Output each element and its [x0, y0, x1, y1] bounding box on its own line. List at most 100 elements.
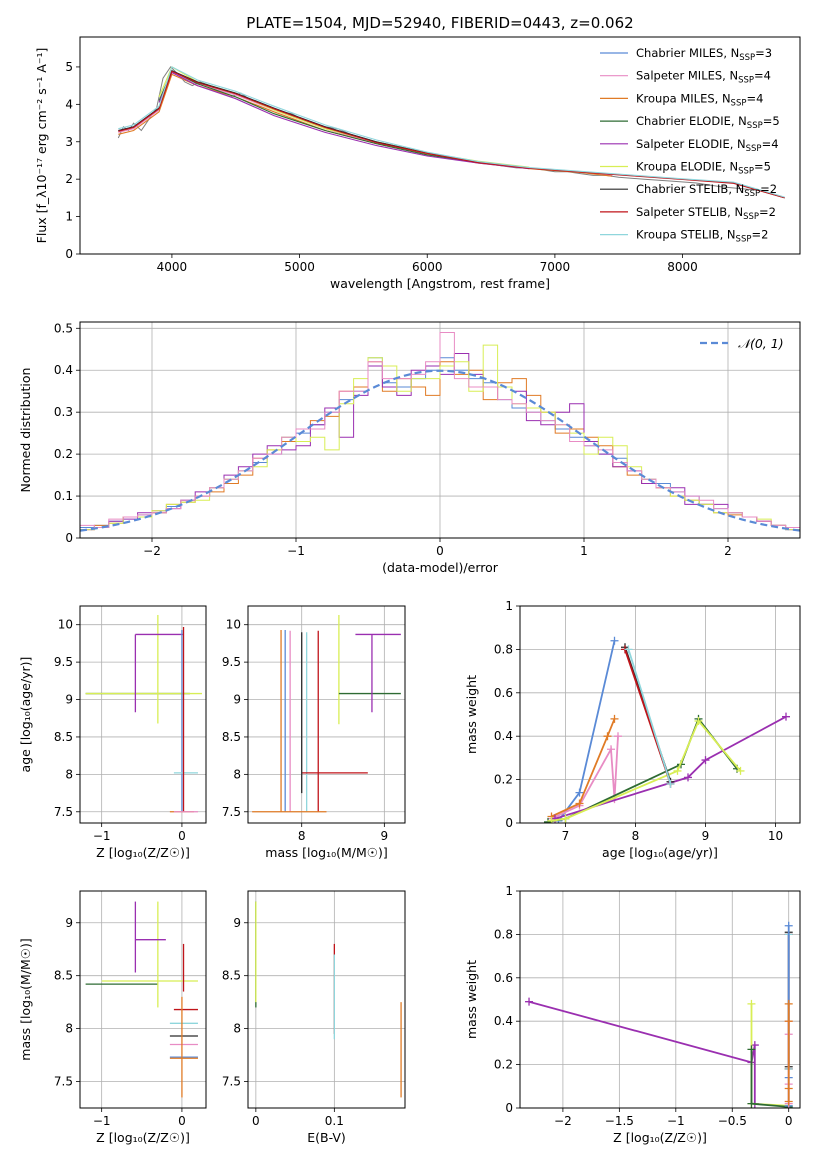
weight_vs_Z-plot-area	[525, 921, 793, 1108]
spectrum-frame	[79, 36, 801, 255]
age_vs_Z-ylabel: age [log₁₀(age/yr)]	[18, 657, 33, 773]
spectrum-ylabel: Flux [f_λ10⁻¹⁷ erg cm⁻² s⁻¹ A⁻¹]	[34, 48, 49, 244]
weight_vs_Z-ytick-label: 0	[505, 1101, 513, 1115]
legend-count: =4	[762, 137, 779, 151]
age_vs_Z-xlabel: Z [log₁₀(Z/Z☉)]	[96, 845, 190, 860]
legend-count: =4	[754, 69, 771, 83]
mass_vs_Z-plot-area	[85, 901, 198, 1098]
weight-marker	[603, 732, 612, 741]
spectrum-model-kroupa-elodie	[158, 66, 530, 168]
mass_vs_ebv-plot-area	[255, 901, 402, 1098]
spectrum-ytick-label: 0	[65, 247, 73, 261]
weight-marker	[747, 999, 756, 1008]
spectrum-model-chabrier-miles	[118, 69, 613, 176]
weight_vs_age-panel: 7 8 9 10 0 0.2 0.4 0.6 0.8 1 age [log₁₀(age/yr)] ma…	[464, 599, 801, 860]
spectrum-xtick-label: 6000	[412, 260, 443, 274]
residuals-xlabel: (data-model)/error	[382, 560, 499, 575]
residuals-ytick-label: 0.4	[54, 363, 73, 377]
age_vs_mass-plot-area	[252, 614, 401, 813]
weight-marker	[614, 732, 622, 741]
age_vs_mass-xlabel: mass [log₁₀(M/M☉)]	[265, 845, 387, 860]
mass_vs_ebv-xtick-label: 0	[252, 1114, 260, 1128]
figure-title: PLATE=1504, MJD=52940, FIBERID=0443, z=0…	[246, 14, 633, 32]
residuals-ytick-label: 0.5	[54, 321, 73, 335]
weight_vs_age-ytick-label: 0.4	[494, 729, 513, 743]
mass_vs_Z-xtick-label: 0	[178, 1114, 186, 1128]
weight-marker	[607, 745, 615, 754]
mass_vs_Z-ytick-label: 8.5	[54, 969, 73, 983]
age_vs_Z-ytick-label: 8	[65, 767, 73, 781]
weight-marker	[673, 766, 682, 775]
weight-marker	[561, 814, 570, 823]
spectrum-ytick-label: 1	[65, 210, 73, 224]
weight-line-kroupa-miles	[551, 718, 616, 818]
residuals-xtick-label: 2	[724, 544, 732, 558]
weight_vs_Z-xtick-label: −2	[554, 1114, 572, 1128]
legend-subscript: SSP	[744, 189, 760, 199]
weight-marker	[575, 788, 584, 797]
spectrum-model-kroupa-miles	[118, 73, 613, 177]
weight-line-salpeter-elodie	[554, 715, 787, 820]
mass_vs_Z-ylabel: mass [log₁₀(M/M☉)]	[18, 938, 33, 1060]
weight-marker	[575, 799, 584, 808]
legend-count: =2	[751, 228, 768, 242]
spectrum-model-kroupa-stelib	[118, 66, 785, 198]
weight-line-salpeter-elodie	[528, 1000, 756, 1104]
legend-subscript: SSP	[736, 235, 752, 245]
age_vs_Z-xtick-label: −1	[93, 829, 111, 843]
legend-subscript: SSP	[731, 98, 747, 108]
age_vs_mass-xtick-label: 8	[298, 829, 306, 843]
mass_vs_ebv-ytick-label: 8.5	[222, 969, 241, 983]
residuals-ylabel: Normed distribution	[18, 368, 33, 493]
legend-subscript: SSP	[747, 121, 763, 131]
weight-marker	[544, 817, 552, 823]
mass_vs_ebv-ytick-label: 9	[233, 916, 241, 930]
residuals-panel: −2 −1 0 1 2 0 0.1 0.2 0.3 0.4 0.5 (data-model)/erro…	[18, 321, 801, 575]
mass_vs_ebv-xlabel: E(B-V)	[307, 1130, 346, 1145]
weight_vs_Z-panel: −2 −1.5 −1 −0.5 0 0 0.2 0.4 0.6 0.8 1 Z [log₁₀(Z/Z☉…	[464, 884, 801, 1145]
weight_vs_Z-ytick-label: 0.8	[494, 927, 513, 941]
age_vs_Z-ytick-label: 9.5	[54, 655, 73, 669]
age_vs_Z-plot-area	[85, 614, 202, 813]
weight_vs_Z-frame	[519, 890, 801, 1109]
residuals-xtick-label: −1	[287, 544, 305, 558]
spectrum-ytick-label: 2	[65, 172, 73, 186]
residuals-ytick-label: 0.2	[54, 447, 73, 461]
age_vs_mass-ytick-label: 9	[233, 693, 241, 707]
legend-label: Salpeter MILES, NSSP=4	[636, 69, 771, 86]
age_vs_mass-panel: 8 9 7.5 8 8.5 9 9.5 10 mass [log₁₀(M/M☉)]	[222, 605, 406, 860]
weight_vs_Z-ytick-label: 0.2	[494, 1058, 513, 1072]
spectrum-model-salpeter-stelib	[118, 70, 785, 199]
weight-marker	[694, 717, 703, 726]
residuals-ytick-label: 0	[65, 531, 73, 545]
age_vs_Z-panel: −1 0 7.5 8 8.5 9 9.5 10 Z [log₁₀(Z/Z☉)] age [log₁…	[18, 605, 207, 860]
weight-line-chabrier-elodie	[750, 1049, 789, 1108]
legend-count: =2	[759, 205, 776, 219]
weight_vs_Z-xlabel: Z [log₁₀(Z/Z☉)]	[613, 1130, 707, 1145]
legend-subscript: SSP	[739, 53, 755, 63]
weight_vs_Z-ytick-label: 1	[505, 884, 513, 898]
legend-subscript: SSP	[738, 167, 754, 177]
weight_vs_age-ytick-label: 1	[505, 599, 513, 613]
weight_vs_Z-ytick-label: 0.4	[494, 1014, 513, 1028]
legend-label: Kroupa ELODIE, NSSP=5	[636, 160, 771, 177]
legend-count: =3	[755, 46, 772, 60]
age_vs_Z-xtick-label: 0	[178, 829, 186, 843]
mass_vs_Z-ytick-label: 7.5	[54, 1075, 73, 1089]
spectrum-xtick-label: 8000	[667, 260, 698, 274]
age_vs_Z-ytick-label: 7.5	[54, 805, 73, 819]
weight_vs_age-ytick-label: 0.2	[494, 773, 513, 787]
spectrum-ytick-label: 3	[65, 135, 73, 149]
mass_vs_ebv-ytick-label: 8	[233, 1022, 241, 1036]
weight_vs_age-ytick-label: 0.6	[494, 686, 513, 700]
spectrum-xlabel: wavelength [Angstrom, rest frame]	[330, 276, 550, 291]
mass_vs_ebv-panel: 0 0.1 7.5 8 8.5 9 E(B-V)	[222, 890, 406, 1145]
age_vs_mass-ytick-label: 9.5	[222, 655, 241, 669]
weight_vs_age-plot-area	[544, 636, 790, 823]
weight_vs_age-ylabel: mass weight	[464, 675, 479, 754]
legend-label: Kroupa STELIB, NSSP=2	[636, 228, 768, 245]
weight-marker	[684, 773, 692, 782]
legend-label: Salpeter STELIB, NSSP=2	[636, 205, 776, 222]
legend-label: Kroupa MILES, NSSP=4	[636, 91, 763, 108]
